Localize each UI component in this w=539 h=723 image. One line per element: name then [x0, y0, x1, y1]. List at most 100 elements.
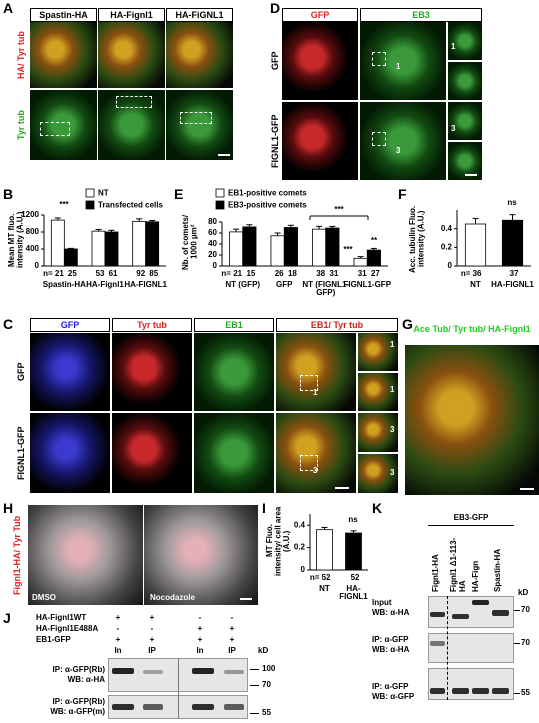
- x-tick-label: HA-FIGNL1: [491, 280, 534, 289]
- marker-tick: [514, 643, 520, 644]
- n-label: 31: [329, 269, 338, 278]
- annotation: ns: [348, 515, 358, 524]
- bar: [229, 231, 244, 267]
- inset-label: 3: [313, 466, 318, 475]
- micrograph: [28, 505, 143, 605]
- inset-label: 1: [396, 62, 401, 71]
- inset-label: 3: [390, 425, 395, 434]
- sign: +: [197, 624, 203, 633]
- y-tick-label: 40: [208, 239, 217, 248]
- y-tick-label: 0.2: [441, 242, 453, 251]
- lane-label: Spastin-HA: [493, 548, 502, 592]
- bar: [50, 219, 65, 267]
- legend-label: Transfected cells: [98, 201, 163, 210]
- blot-band: [492, 688, 509, 694]
- y-tick-label: 0.2: [294, 543, 306, 552]
- n-label: 52: [351, 573, 360, 582]
- y-axis-label: MT Fluo. intensity/ cell area (A.U.): [265, 506, 291, 576]
- row-label: HA/ Tyr tub: [16, 31, 26, 79]
- scale-bar: [335, 487, 349, 489]
- x-tick-label: NT: [470, 280, 481, 289]
- panel-caption: Ace Tub/ Tyr tub/ HA-Fignl1: [413, 324, 531, 334]
- sign: +: [149, 613, 155, 622]
- x-tick-label: NT: [319, 584, 330, 593]
- scale-bar: [240, 598, 252, 600]
- row-label: FIGNL1-GFP: [270, 114, 280, 168]
- bar: [242, 226, 257, 267]
- bar: [283, 227, 298, 267]
- inset-label: 1: [451, 42, 456, 51]
- micrograph: [448, 102, 482, 140]
- y-tick-label: 0: [213, 261, 218, 270]
- y-axis-label: Mean MT fluo. intensity (A.U.): [7, 211, 25, 269]
- blot: [428, 633, 514, 663]
- bar: [145, 221, 160, 267]
- marker-label: 55: [521, 688, 530, 697]
- lane-label: Fignl1-HA: [431, 554, 440, 592]
- blot-band: [430, 641, 445, 646]
- micrograph: [30, 413, 110, 493]
- sign: +: [229, 624, 235, 633]
- micrograph: [276, 333, 356, 411]
- inset-label: 3: [390, 468, 395, 477]
- inset-label: 3: [451, 124, 456, 133]
- scale-bar: [465, 174, 477, 176]
- annotation: ***: [343, 245, 353, 254]
- blot-band: [143, 670, 163, 674]
- lane-label: In: [114, 646, 122, 655]
- n-label: n= 36: [461, 269, 482, 278]
- chart: 0 400 800 1200 n= 21 53 92 NT 25 61 85 Transfected …: [21, 188, 166, 278]
- micrograph: [30, 22, 97, 88]
- blot-band: [192, 704, 214, 710]
- annotation: **: [371, 236, 378, 245]
- blot-label: IP: α-GFP(Rb): [52, 697, 105, 706]
- micrograph: [405, 345, 539, 495]
- y-tick-label: 400: [26, 244, 40, 253]
- panel-label: H: [3, 500, 14, 516]
- condition-label: HA-Fignl1E488A: [36, 624, 99, 633]
- kd-label: kD: [518, 588, 529, 597]
- blot: [428, 668, 514, 700]
- sign: -: [230, 613, 234, 622]
- legend-swatch: [215, 200, 225, 210]
- micrograph: [448, 22, 482, 60]
- bar: [353, 257, 368, 267]
- panel-label: E: [174, 186, 184, 202]
- micrograph: [360, 102, 446, 180]
- legend-label: EB1-positive comets: [228, 189, 307, 198]
- blot-label: WB: α-HA: [372, 645, 410, 654]
- sign: -: [150, 624, 154, 633]
- lane-label: In: [196, 646, 204, 655]
- n-label: 85: [149, 269, 158, 278]
- roi-box: [300, 375, 318, 391]
- micrograph: [166, 22, 233, 88]
- kd-label: kD: [258, 646, 269, 655]
- micrograph: [194, 413, 274, 493]
- scale-bar: [218, 154, 230, 156]
- marker-tick: [514, 693, 520, 694]
- sign: +: [115, 613, 121, 622]
- panel-label: B: [3, 186, 14, 202]
- lane-label: Fignl1 Δ1-113-HA: [449, 537, 467, 592]
- y-tick-label: 1200: [21, 210, 39, 219]
- row-label: GFP: [270, 51, 280, 71]
- y-tick-label: 0: [35, 261, 40, 270]
- blot-label: WB: α-HA: [372, 608, 410, 617]
- bar: [104, 231, 119, 267]
- marker-tick: [250, 713, 259, 714]
- legend-swatch: [85, 200, 95, 210]
- legend-label: NT: [98, 189, 109, 198]
- micrograph: [98, 22, 165, 88]
- bar: [366, 249, 381, 267]
- n-label: 92: [136, 269, 145, 278]
- bar: [316, 529, 333, 571]
- blot-label: WB: α-GFP(m): [50, 707, 105, 716]
- blot-band: [224, 670, 244, 674]
- blot-band: [192, 668, 214, 674]
- condition-label: HA-Fignl1WT: [36, 613, 87, 622]
- marker-tick: [250, 685, 259, 686]
- panel-label: I: [262, 500, 266, 516]
- row-label: Fignl1-HA/ Tyr Tub: [12, 515, 22, 595]
- inset-label: 1: [313, 388, 318, 397]
